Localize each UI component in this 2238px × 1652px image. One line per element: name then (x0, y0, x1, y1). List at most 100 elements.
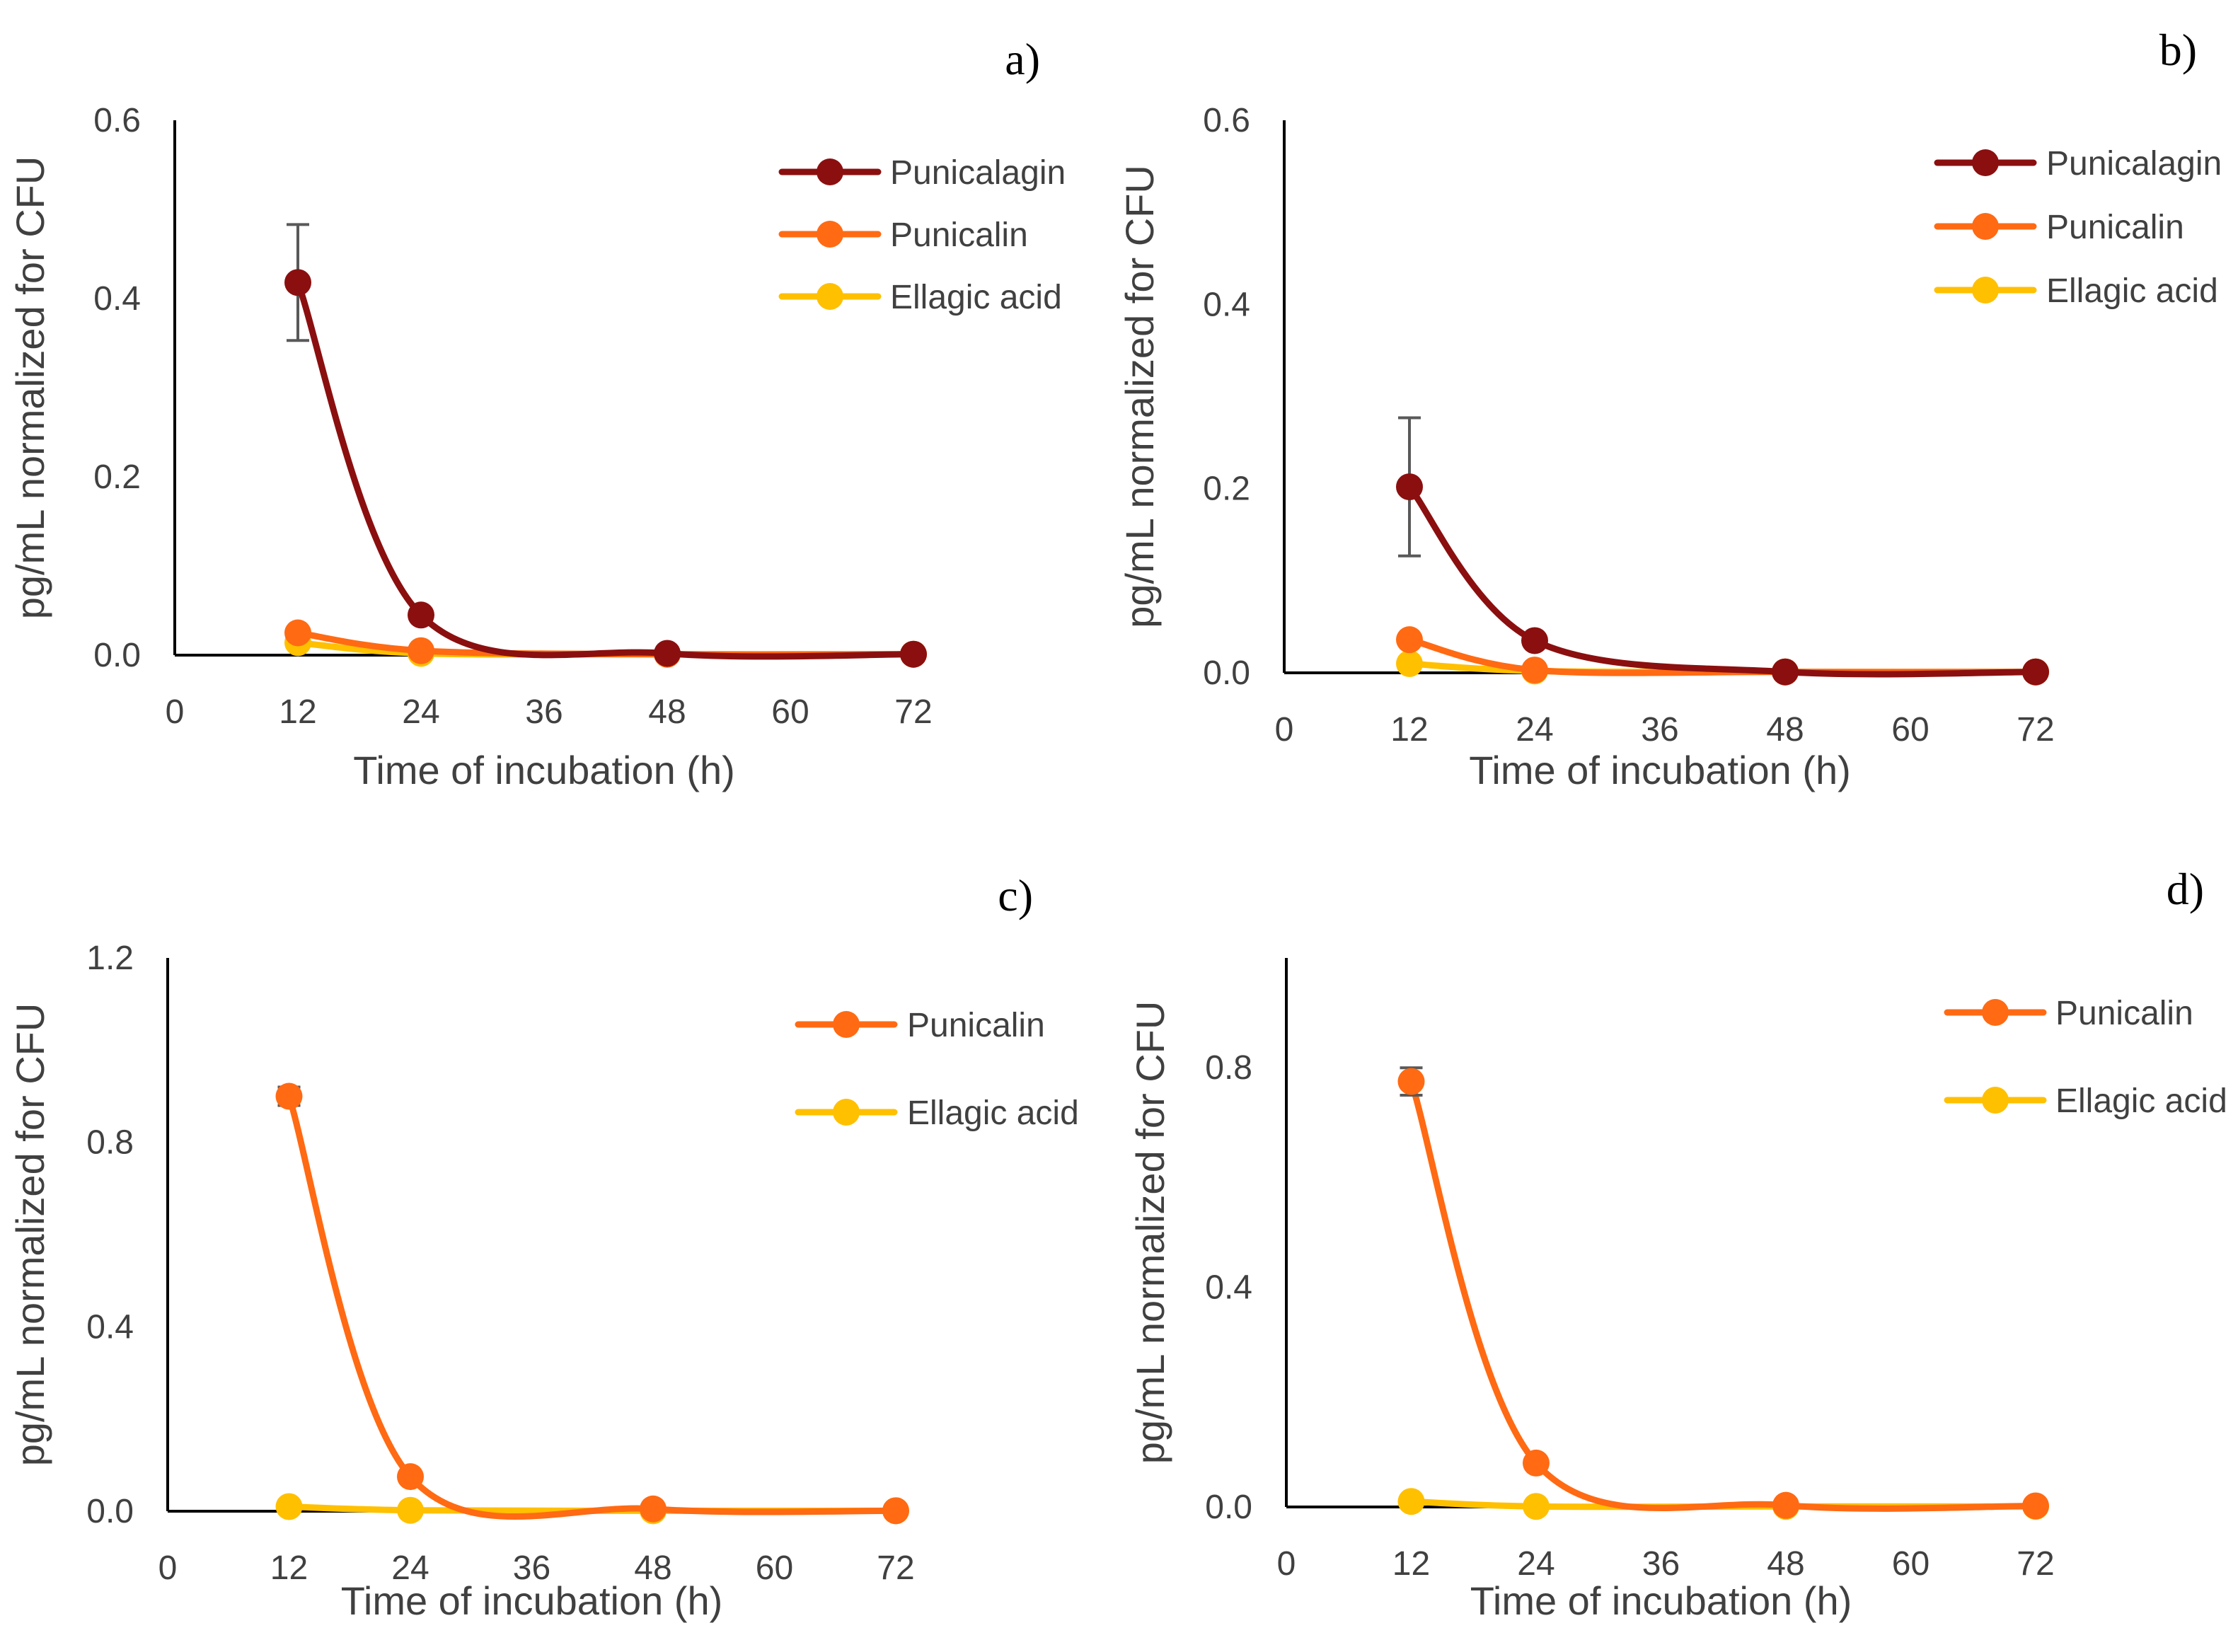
legend-swatch-marker (817, 158, 843, 185)
series-line (1408, 1078, 2039, 1512)
legend-label: Ellagic acid (907, 1094, 1079, 1132)
data-point (1397, 1488, 1425, 1515)
data-point (397, 1463, 424, 1491)
data-point (284, 269, 311, 296)
data-point (397, 1496, 424, 1524)
panel-label: c) (998, 870, 1033, 920)
y-tick-label: 0.0 (1205, 1489, 1252, 1526)
series-line (286, 1093, 899, 1520)
panel-label: a) (1005, 34, 1040, 84)
legend-swatch-marker (817, 283, 843, 310)
legend-swatch-marker (1972, 213, 1999, 240)
legend-label: Ellagic acid (2046, 272, 2218, 310)
series-line (294, 279, 917, 660)
y-tick-label: 0.4 (86, 1308, 134, 1346)
x-tick-label: 72 (2017, 1545, 2054, 1583)
y-tick-label: 0.0 (1203, 654, 1250, 692)
x-tick-label: 72 (2017, 711, 2054, 749)
x-tick-label: 24 (1516, 711, 1553, 749)
data-point (1397, 1068, 1425, 1095)
y-tick-label: 0.0 (86, 1493, 134, 1530)
x-tick-label: 24 (391, 1549, 429, 1587)
data-point (882, 1497, 909, 1525)
x-tick-label: 48 (1766, 711, 1804, 749)
data-point (1521, 627, 1548, 654)
legend-swatch-marker (1972, 277, 1999, 304)
legend-swatch-marker (1982, 999, 2009, 1026)
x-tick-label: 48 (634, 1549, 671, 1587)
data-point (1772, 658, 1799, 686)
x-tick-label: 0 (1275, 711, 1294, 749)
x-axis-title: Time of incubation (h) (353, 748, 735, 792)
x-tick-label: 12 (279, 693, 316, 731)
data-point (2022, 1492, 2049, 1520)
y-tick-label: 0.2 (1203, 470, 1250, 508)
x-axis-title: Time of incubation (h) (341, 1578, 723, 1623)
x-tick-label: 12 (1390, 711, 1428, 749)
data-point (275, 1493, 303, 1520)
data-point (1523, 1449, 1550, 1477)
x-tick-label: 0 (1277, 1545, 1296, 1583)
data-point (640, 1495, 667, 1523)
y-tick-label: 0.4 (1205, 1269, 1252, 1307)
y-tick-label: 1.2 (86, 940, 134, 977)
panel-c: c) 0 12 24 36 48 60 72 0.0 0.4 0.8 1.2 Time of incub… (8, 870, 1079, 1623)
legend-label: Ellagic acid (890, 279, 1062, 316)
legend-swatch-marker (833, 1011, 860, 1038)
data-point (1521, 657, 1548, 684)
y-tick-label: 0.4 (1203, 286, 1250, 323)
x-tick-label: 36 (1641, 711, 1678, 749)
x-tick-label: 0 (158, 1549, 178, 1587)
x-tick-label: 48 (1767, 1545, 1804, 1583)
panel-label: b) (2159, 25, 2197, 75)
legend-swatch-marker (833, 1099, 860, 1126)
data-point (1396, 473, 1423, 501)
x-tick-label: 0 (166, 693, 185, 731)
legend-label: Ellagic acid (2055, 1082, 2227, 1120)
data-point (1396, 649, 1423, 677)
x-axis-title: Time of incubation (h) (1469, 748, 1851, 792)
legend-label: Punicalin (890, 216, 1028, 254)
legend-label: Punicalin (2046, 209, 2184, 246)
x-tick-label: 72 (894, 693, 932, 731)
y-tick-label: 0.6 (93, 102, 141, 139)
y-axis-title: pg/mL normalized for CFU (1128, 1001, 1172, 1465)
x-tick-label: 48 (648, 693, 686, 731)
legend-swatch-marker (1972, 149, 1999, 176)
data-point (408, 637, 434, 664)
x-tick-label: 60 (756, 1549, 793, 1587)
data-point (2022, 658, 2049, 686)
y-axis-title: pg/mL normalized for CFU (1117, 165, 1162, 628)
data-point (1772, 1491, 1799, 1519)
data-point (275, 1082, 303, 1110)
y-tick-label: 0.0 (93, 637, 141, 674)
x-tick-label: 60 (1891, 711, 1929, 749)
panel-d: d) 0 12 24 36 48 60 72 0.0 0.4 0.8 Time of incubati… (1128, 864, 2227, 1623)
panel-label: d) (2167, 864, 2204, 914)
data-point (1523, 1493, 1550, 1520)
x-tick-label: 36 (1642, 1545, 1680, 1583)
data-point (654, 640, 681, 667)
y-tick-label: 0.4 (93, 280, 141, 318)
legend-label: Punicalin (907, 1007, 1045, 1044)
y-tick-label: 0.8 (86, 1124, 134, 1162)
legend-label: Punicalagin (890, 154, 1066, 192)
y-tick-label: 0.2 (93, 458, 141, 496)
legend-label: Punicalin (2055, 995, 2193, 1032)
x-tick-label: 12 (1392, 1545, 1430, 1583)
panel-a: a) 0 12 24 36 48 60 72 0.0 0.2 0.4 0.6 Time of incub… (8, 34, 1066, 792)
y-tick-label: 0.6 (1203, 102, 1250, 139)
y-tick-label: 0.8 (1205, 1049, 1252, 1087)
x-tick-label: 36 (513, 1549, 550, 1587)
x-tick-label: 24 (1517, 1545, 1555, 1583)
x-tick-label: 72 (877, 1549, 914, 1587)
x-tick-label: 12 (270, 1549, 308, 1587)
data-point (1396, 626, 1423, 654)
data-point (284, 619, 311, 647)
x-tick-label: 60 (1892, 1545, 1930, 1583)
y-axis-title: pg/mL normalized for CFU (8, 1003, 52, 1467)
x-tick-label: 24 (402, 693, 439, 731)
data-point (408, 601, 434, 629)
x-tick-label: 36 (525, 693, 563, 731)
